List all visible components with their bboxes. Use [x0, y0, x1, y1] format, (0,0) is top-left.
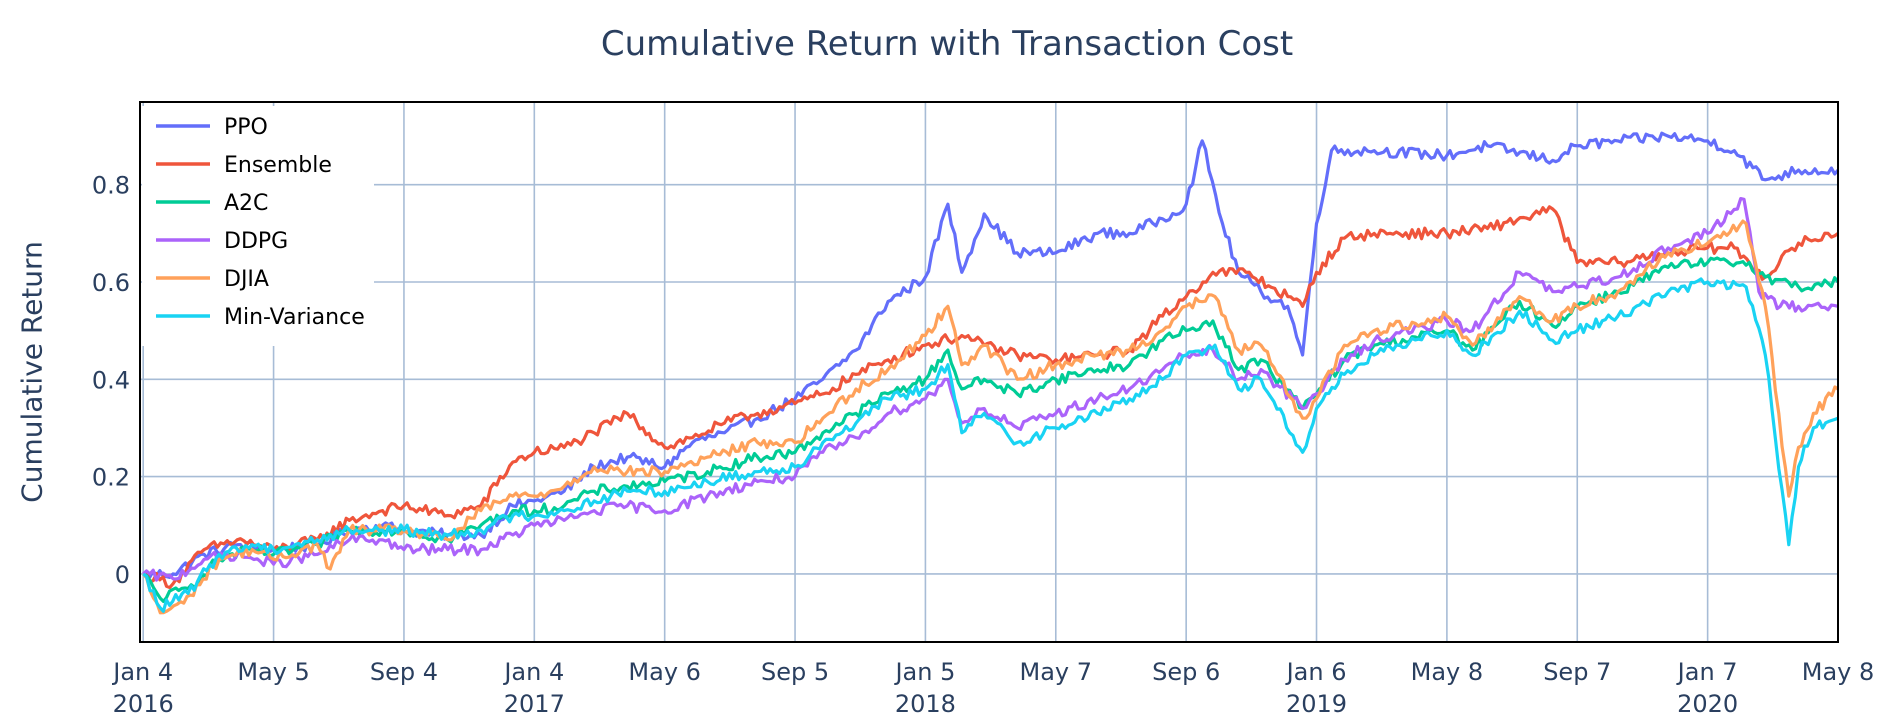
legend-label: PPO — [224, 115, 268, 140]
legend-label: A2C — [224, 191, 268, 216]
grid-layer — [140, 102, 1839, 642]
chart-title: Cumulative Return with Transaction Cost — [600, 24, 1294, 64]
x-tick-year-label: 2017 — [504, 690, 565, 718]
x-tick-year-label: 2019 — [1286, 690, 1347, 718]
x-tick-label: Jan 7 — [1676, 658, 1738, 686]
y-tick-label: 0 — [115, 561, 130, 589]
legend: PPO Ensemble A2C DDPG DJIA Min-Variance — [142, 106, 374, 346]
x-tick-label: Sep 4 — [370, 658, 438, 686]
series-line-ensemble — [142, 205, 1839, 590]
axis-layer: 0 0.2 0.4 0.6 0.8 Jan 4 2016 May 5 Sep 4 Jan 4 201… — [92, 172, 1874, 718]
x-tick-label: May 8 — [1411, 658, 1484, 686]
x-tick-label: Sep 5 — [761, 658, 829, 686]
x-tick-label: Jan 5 — [893, 658, 955, 686]
legend-background — [142, 106, 374, 346]
y-tick-label: 0.4 — [92, 366, 130, 394]
series-line-a2c — [142, 256, 1840, 603]
x-tick-label: May 7 — [1020, 658, 1093, 686]
x-tick-label: Jan 4 — [111, 658, 173, 686]
x-tick-label: May 5 — [237, 658, 310, 686]
series-layer — [141, 131, 1840, 615]
x-tick-label: Jan 6 — [1285, 658, 1347, 686]
x-tick-label: Sep 7 — [1543, 658, 1611, 686]
x-tick-year-label: 2016 — [113, 690, 174, 718]
plot-frame — [139, 101, 1839, 643]
legend-label: Min-Variance — [224, 305, 365, 330]
x-tick-year-label: 2018 — [895, 690, 956, 718]
legend-label: DJIA — [224, 267, 269, 292]
legend-label: DDPG — [224, 229, 288, 254]
x-tick-year-label: 2020 — [1677, 690, 1738, 718]
x-tick-label: Jan 4 — [502, 658, 564, 686]
x-tick-label: Sep 6 — [1152, 658, 1220, 686]
series-line-ppo — [142, 131, 1840, 579]
y-tick-label: 0.2 — [92, 464, 130, 492]
x-tick-label: May 6 — [628, 658, 701, 686]
y-tick-label: 0.6 — [92, 269, 130, 297]
series-line-min-variance — [142, 277, 1839, 613]
series-line-ddpg — [142, 197, 1839, 582]
legend-label: Ensemble — [224, 153, 332, 178]
x-tick-label: May 8 — [1802, 658, 1875, 686]
y-tick-label: 0.8 — [92, 172, 130, 200]
